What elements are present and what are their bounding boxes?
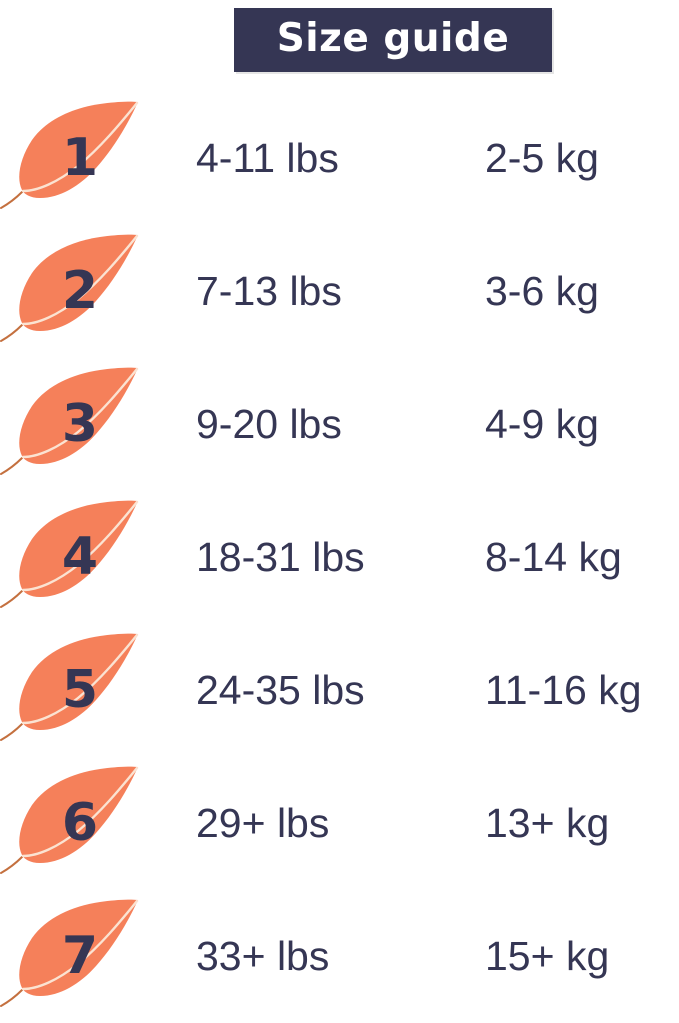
leaf-icon	[0, 234, 139, 342]
size-badge-6: 6	[0, 757, 196, 890]
table-row-6: 6 29+ lbs 13+ kg	[0, 757, 679, 890]
page-title-banner: Size guide	[234, 8, 552, 72]
weight-kg-5: 11-16 kg	[485, 667, 642, 713]
weight-kg-7: 15+ kg	[485, 933, 610, 979]
weight-kg-1: 2-5 kg	[485, 135, 599, 181]
size-badge-7: 7	[0, 890, 196, 1023]
size-badge-4: 4	[0, 491, 196, 624]
size-rows-list: 1 4-11 lbs 2-5 kg 2 7-13 lbs 3-6 kg 3 9-…	[0, 92, 679, 1023]
leaf-icon	[0, 367, 139, 475]
leaf-icon	[0, 101, 139, 209]
size-badge-1: 1	[0, 92, 196, 225]
weight-lbs-3: 9-20 lbs	[196, 401, 342, 447]
leaf-icon	[0, 766, 139, 874]
weight-lbs-5: 24-35 lbs	[196, 667, 365, 713]
weight-kg-2: 3-6 kg	[485, 268, 599, 314]
size-guide-panel: Size guide 1 4-11 lbs 2-5 kg 2 7-13 lbs …	[0, 8, 642, 1007]
table-row-3: 3 9-20 lbs 4-9 kg	[0, 358, 679, 491]
leaf-icon	[0, 500, 139, 608]
weight-lbs-7: 33+ lbs	[196, 933, 330, 979]
weight-lbs-6: 29+ lbs	[196, 800, 330, 846]
weight-lbs-4: 18-31 lbs	[196, 534, 365, 580]
size-badge-3: 3	[0, 358, 196, 491]
table-row-1: 1 4-11 lbs 2-5 kg	[0, 92, 679, 225]
size-badge-5: 5	[0, 624, 196, 757]
page-title: Size guide	[276, 16, 510, 61]
table-row-7: 7 33+ lbs 15+ kg	[0, 890, 679, 1023]
table-row-4: 4 18-31 lbs 8-14 kg	[0, 491, 679, 624]
weight-kg-6: 13+ kg	[485, 800, 610, 846]
leaf-icon	[0, 633, 139, 741]
weight-kg-4: 8-14 kg	[485, 534, 622, 580]
weight-lbs-1: 4-11 lbs	[196, 135, 339, 181]
leaf-icon	[0, 899, 139, 1007]
weight-lbs-2: 7-13 lbs	[196, 268, 342, 314]
table-row-5: 5 24-35 lbs 11-16 kg	[0, 624, 679, 757]
size-badge-2: 2	[0, 225, 196, 358]
table-row-2: 2 7-13 lbs 3-6 kg	[0, 225, 679, 358]
weight-kg-3: 4-9 kg	[485, 401, 599, 447]
